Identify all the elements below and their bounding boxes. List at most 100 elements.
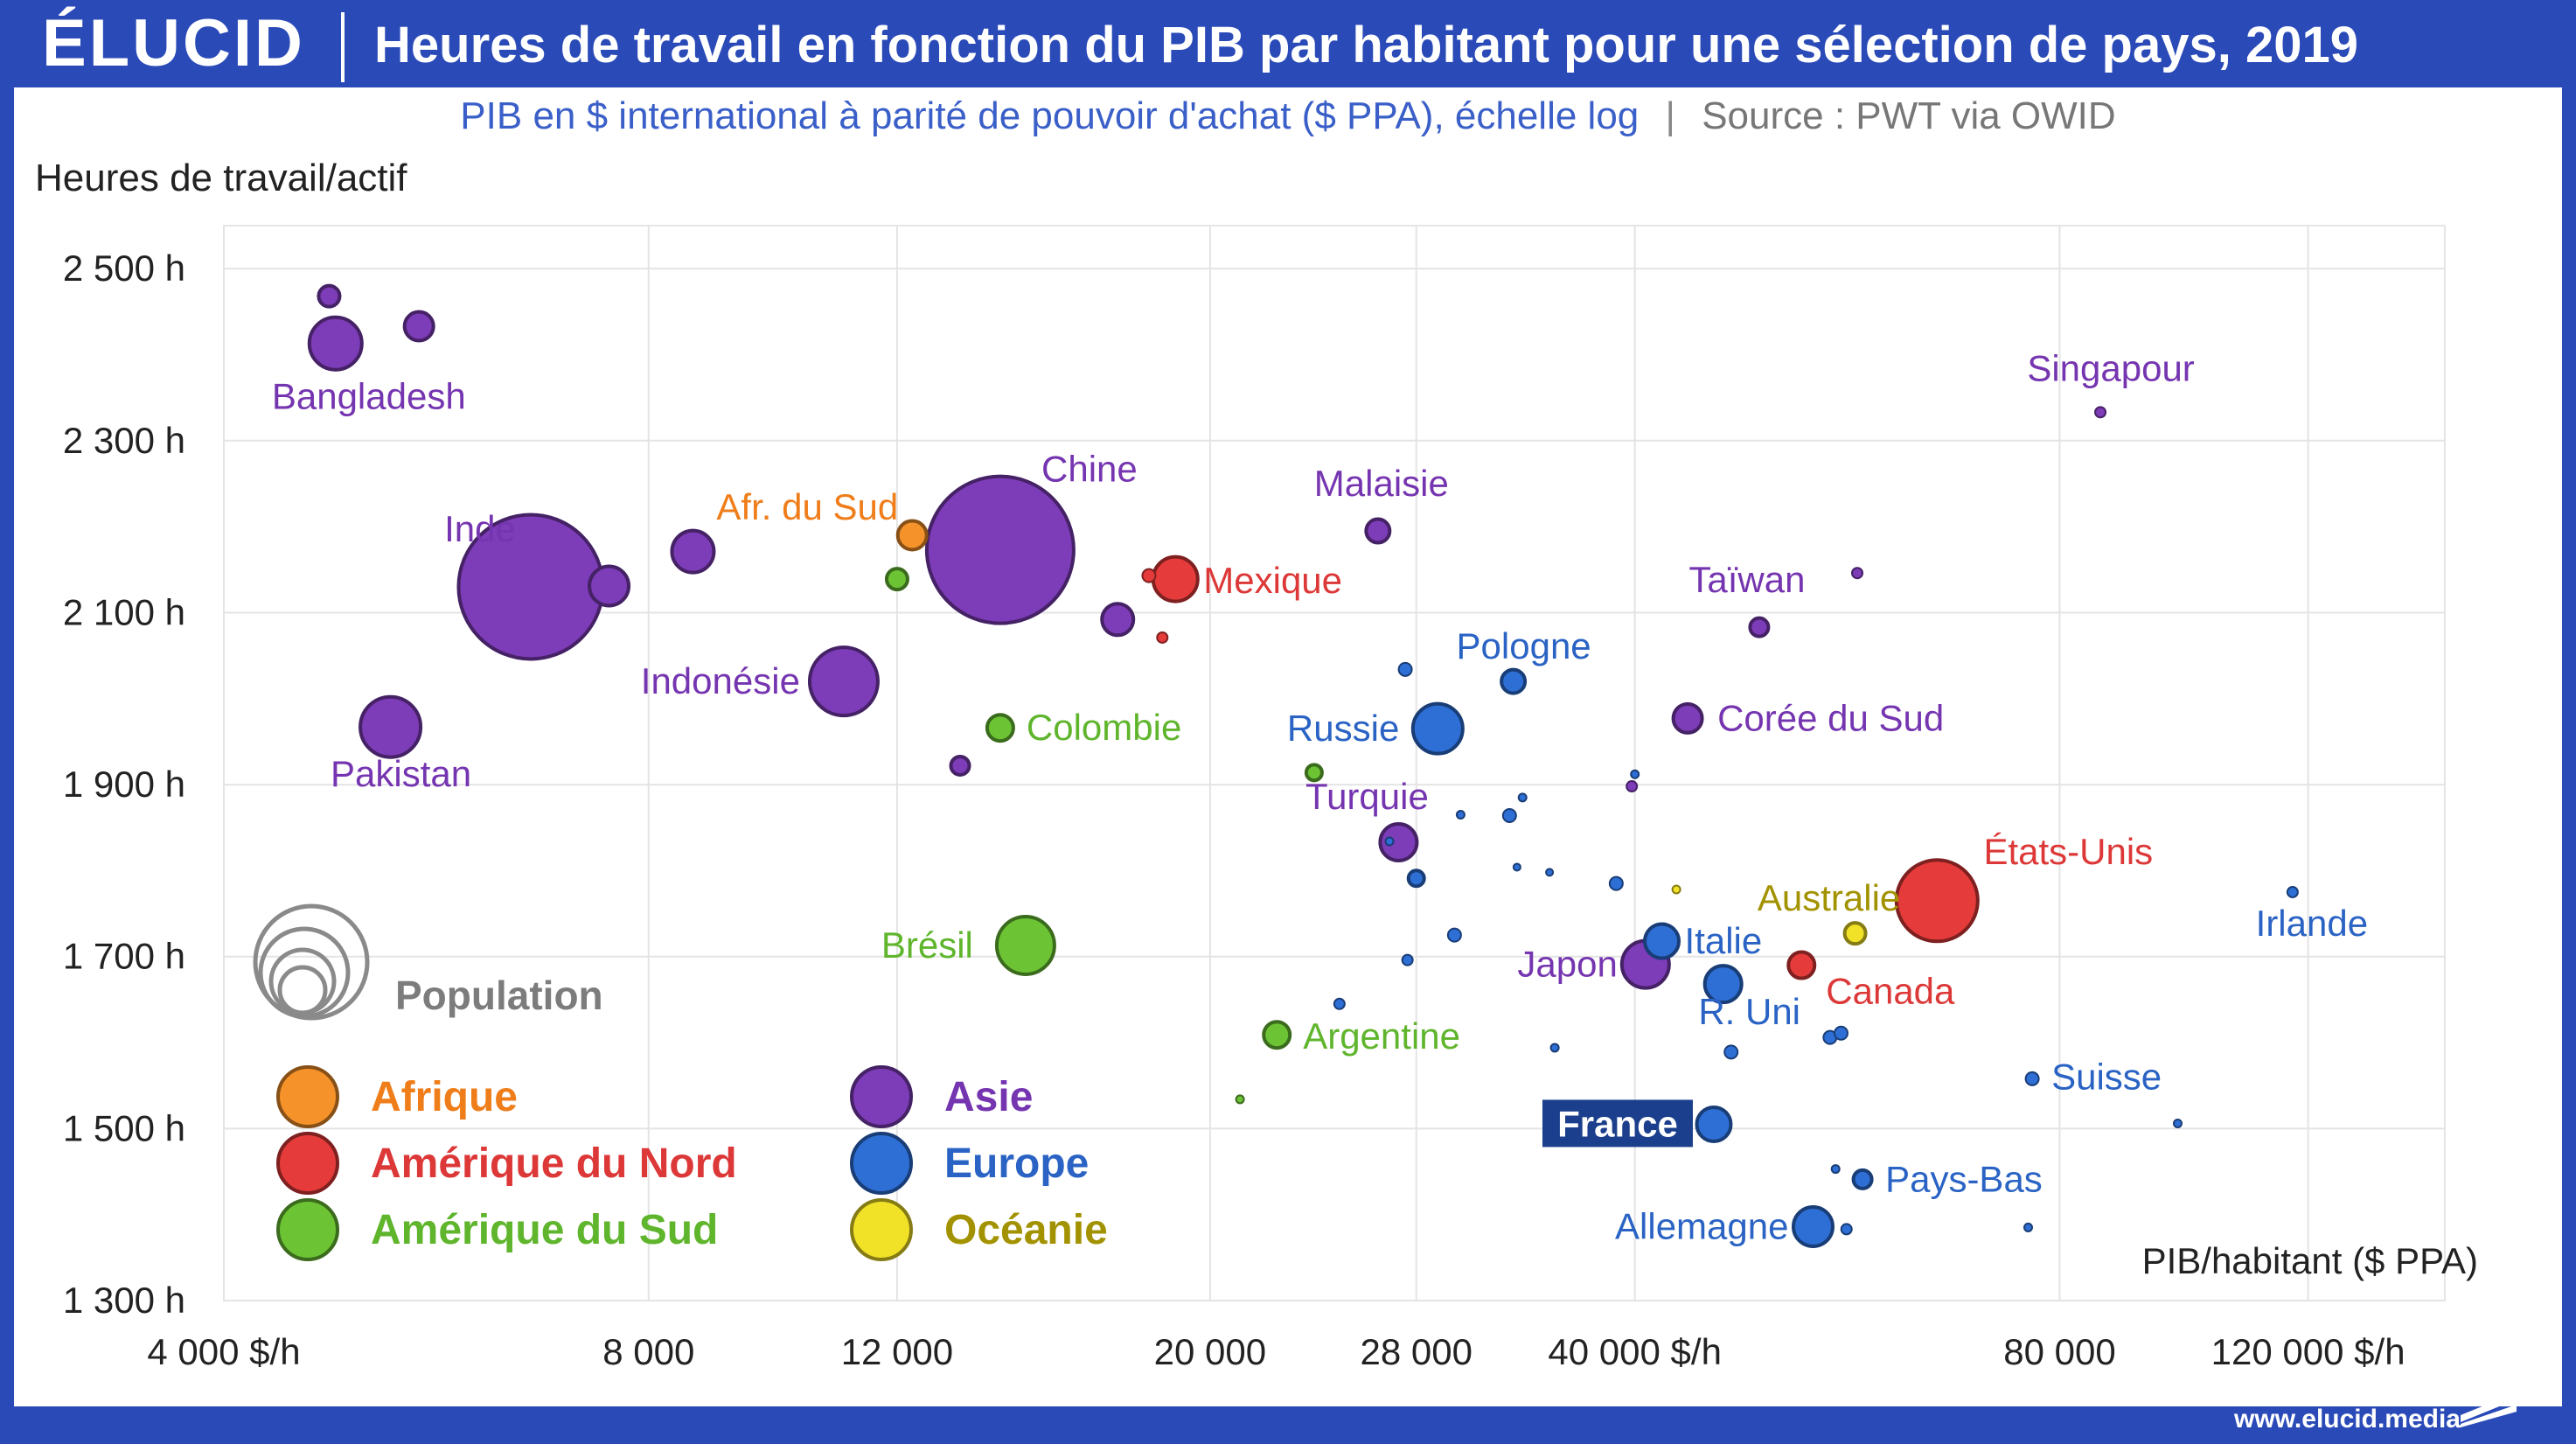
point-label: États-Unis bbox=[1983, 831, 2153, 872]
legend-label: Asie bbox=[944, 1074, 1033, 1120]
data-point[interactable] bbox=[1151, 555, 1200, 603]
x-tick-label: 28 000 bbox=[1360, 1331, 1472, 1372]
data-point[interactable] bbox=[2024, 1071, 2040, 1086]
data-point[interactable] bbox=[670, 528, 716, 575]
data-point[interactable] bbox=[1608, 875, 1624, 891]
x-tick-label: 40 000 $/h bbox=[1548, 1331, 1722, 1372]
legend-swatch bbox=[850, 1132, 913, 1195]
data-point[interactable] bbox=[1671, 701, 1704, 735]
legend-label: Afrique bbox=[371, 1074, 518, 1120]
data-point[interactable] bbox=[1723, 1044, 1739, 1060]
size-legend-circle bbox=[277, 965, 328, 1015]
data-point[interactable] bbox=[1512, 862, 1521, 872]
data-point[interactable] bbox=[1695, 1105, 1733, 1143]
data-point[interactable] bbox=[307, 315, 364, 372]
x-axis-title: PIB/habitant ($ PPA) bbox=[2142, 1240, 2478, 1281]
data-point[interactable] bbox=[807, 645, 880, 718]
subtitle-line: PIB en $ international à parité de pouvo… bbox=[0, 94, 2576, 138]
data-point[interactable] bbox=[2172, 1118, 2183, 1128]
data-point[interactable] bbox=[1630, 769, 1640, 779]
data-point[interactable] bbox=[1851, 1168, 1874, 1190]
data-point[interactable] bbox=[1304, 763, 1324, 783]
data-point[interactable] bbox=[1748, 616, 1771, 638]
chart-title: Heures de travail en fonction du PIB par… bbox=[374, 17, 2358, 73]
data-point[interactable] bbox=[1702, 964, 1744, 1005]
data-point[interactable] bbox=[1100, 602, 1136, 638]
source: Source : PWT via OWID bbox=[1702, 94, 2116, 137]
data-point[interactable] bbox=[588, 564, 631, 608]
y-tick-label: 2 100 h bbox=[63, 591, 185, 632]
data-point[interactable] bbox=[1791, 1204, 1835, 1248]
point-label: Bangladesh bbox=[272, 376, 466, 417]
point-label: Indonésie bbox=[641, 660, 800, 701]
data-point[interactable] bbox=[1235, 1094, 1245, 1105]
logo-separator bbox=[341, 12, 345, 82]
point-label: Malaisie bbox=[1314, 463, 1449, 504]
data-point[interactable] bbox=[895, 519, 929, 552]
data-point[interactable] bbox=[402, 310, 435, 343]
data-point[interactable] bbox=[2023, 1222, 2034, 1232]
data-point[interactable] bbox=[985, 713, 1015, 743]
point-label: Australie bbox=[1758, 877, 1900, 918]
data-point[interactable] bbox=[1517, 792, 1528, 803]
footer-url[interactable]: www.elucid.media bbox=[2234, 1405, 2461, 1434]
data-point[interactable] bbox=[994, 914, 1056, 976]
data-point[interactable] bbox=[1830, 1164, 1841, 1175]
size-legend-circle bbox=[258, 926, 351, 1019]
data-point[interactable] bbox=[1549, 1043, 1560, 1053]
data-point[interactable] bbox=[1397, 661, 1413, 677]
legend-swatch bbox=[276, 1065, 339, 1128]
point-label: Pologne bbox=[1457, 625, 1591, 666]
data-point[interactable] bbox=[2286, 885, 2299, 898]
data-point[interactable] bbox=[1500, 667, 1528, 695]
data-point[interactable] bbox=[1501, 807, 1517, 823]
point-label: Turquie bbox=[1305, 776, 1429, 817]
point-label: Argentine bbox=[1303, 1015, 1460, 1057]
data-point[interactable] bbox=[884, 567, 909, 592]
point-label: Japon bbox=[1517, 944, 1617, 985]
data-point[interactable] bbox=[1643, 922, 1681, 960]
data-point[interactable] bbox=[1384, 836, 1395, 847]
data-point[interactable] bbox=[1364, 517, 1392, 545]
data-point[interactable] bbox=[1446, 927, 1462, 943]
x-tick-label: 4 000 $/h bbox=[147, 1331, 300, 1372]
legend-swatch bbox=[850, 1198, 913, 1261]
data-point[interactable] bbox=[1671, 884, 1681, 895]
data-point[interactable] bbox=[1262, 1020, 1292, 1050]
axes: 1 300 h 1 500 h 1 700 h 1 900 h 2 100 h 2 300… bbox=[35, 157, 2478, 1372]
data-point[interactable] bbox=[1333, 997, 1346, 1010]
point-label: Allemagne bbox=[1615, 1205, 1788, 1246]
data-point[interactable] bbox=[1851, 567, 1864, 580]
data-point[interactable] bbox=[1406, 868, 1426, 889]
data-point[interactable] bbox=[1156, 631, 1169, 644]
data-point[interactable] bbox=[359, 694, 423, 759]
point-label: Mexique bbox=[1203, 560, 1342, 601]
data-point[interactable] bbox=[1842, 921, 1868, 946]
data-point[interactable] bbox=[1626, 780, 1639, 793]
highlight-label-box bbox=[1542, 1099, 1693, 1148]
data-point[interactable] bbox=[949, 754, 971, 777]
data-point[interactable] bbox=[1378, 821, 1419, 862]
data-point[interactable] bbox=[1840, 1223, 1853, 1236]
data-point[interactable] bbox=[1833, 1025, 1848, 1041]
logo-arrow-icon bbox=[2461, 1392, 2517, 1427]
data-point[interactable] bbox=[1455, 809, 1466, 820]
size-legend-circle bbox=[253, 903, 370, 1021]
point-label: France bbox=[1557, 1103, 1678, 1144]
grid bbox=[223, 225, 2446, 1301]
data-point[interactable] bbox=[1410, 701, 1465, 756]
legend-swatch bbox=[276, 1198, 339, 1261]
data-point[interactable] bbox=[2094, 406, 2107, 419]
data-point[interactable] bbox=[1786, 950, 1817, 980]
data-point[interactable] bbox=[924, 474, 1076, 625]
legend-label: Europe bbox=[944, 1141, 1089, 1187]
subtitle-separator: | bbox=[1665, 94, 1675, 137]
point-label: Inde bbox=[444, 508, 516, 549]
legend-swatch bbox=[850, 1065, 913, 1128]
data-point[interactable] bbox=[1894, 858, 1980, 944]
point-label: Brésil bbox=[881, 924, 973, 966]
data-point[interactable] bbox=[1141, 568, 1157, 583]
data-point[interactable] bbox=[317, 283, 342, 309]
data-point[interactable] bbox=[1401, 953, 1414, 966]
data-point[interactable] bbox=[1545, 868, 1555, 877]
